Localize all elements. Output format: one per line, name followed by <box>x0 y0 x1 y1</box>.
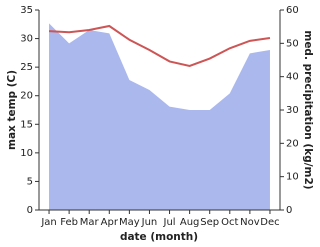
y2-tick-label: 50 <box>286 38 299 49</box>
x-tick-label: May <box>119 217 140 228</box>
precipitation-area <box>49 23 270 211</box>
y2-tick-label: 30 <box>286 105 299 116</box>
x-tick-label: Aug <box>180 217 200 228</box>
y2-tick-label: 10 <box>286 172 299 183</box>
y-tick-label: 25 <box>20 62 33 73</box>
y-tick-label: 35 <box>20 5 33 16</box>
x-axis-title: date (month) <box>120 231 198 243</box>
y2-tick-label: 60 <box>286 5 299 16</box>
x-tick-label: Dec <box>260 217 279 228</box>
x-tick-label: Oct <box>221 217 238 228</box>
y-tick-label: 10 <box>20 148 33 159</box>
x-tick-label: Nov <box>240 217 260 228</box>
y-tick-label: 0 <box>27 205 33 216</box>
y2-tick-label: 0 <box>286 205 292 216</box>
x-tick-label: Feb <box>60 217 78 228</box>
y2-axis-title: med. precipitation (kg/m2) <box>302 30 314 189</box>
y-axis-title: max temp (C) <box>6 70 18 150</box>
y-tick-label: 20 <box>20 91 33 102</box>
x-tick-label: Apr <box>101 217 119 228</box>
y2-tick-label: 40 <box>286 72 299 83</box>
x-tick-label: Sep <box>200 217 219 228</box>
x-tick-label: Jun <box>141 217 158 228</box>
y-tick-label: 30 <box>20 34 33 45</box>
temperature-line <box>48 24 271 68</box>
x-tick-label: Jan <box>40 217 56 228</box>
x-tick-label: Jul <box>163 217 176 228</box>
y-tick-label: 15 <box>20 119 33 130</box>
y2-tick-label: 20 <box>286 138 299 149</box>
y-tick-label: 5 <box>27 176 33 187</box>
x-tick-label: Mar <box>80 217 100 228</box>
